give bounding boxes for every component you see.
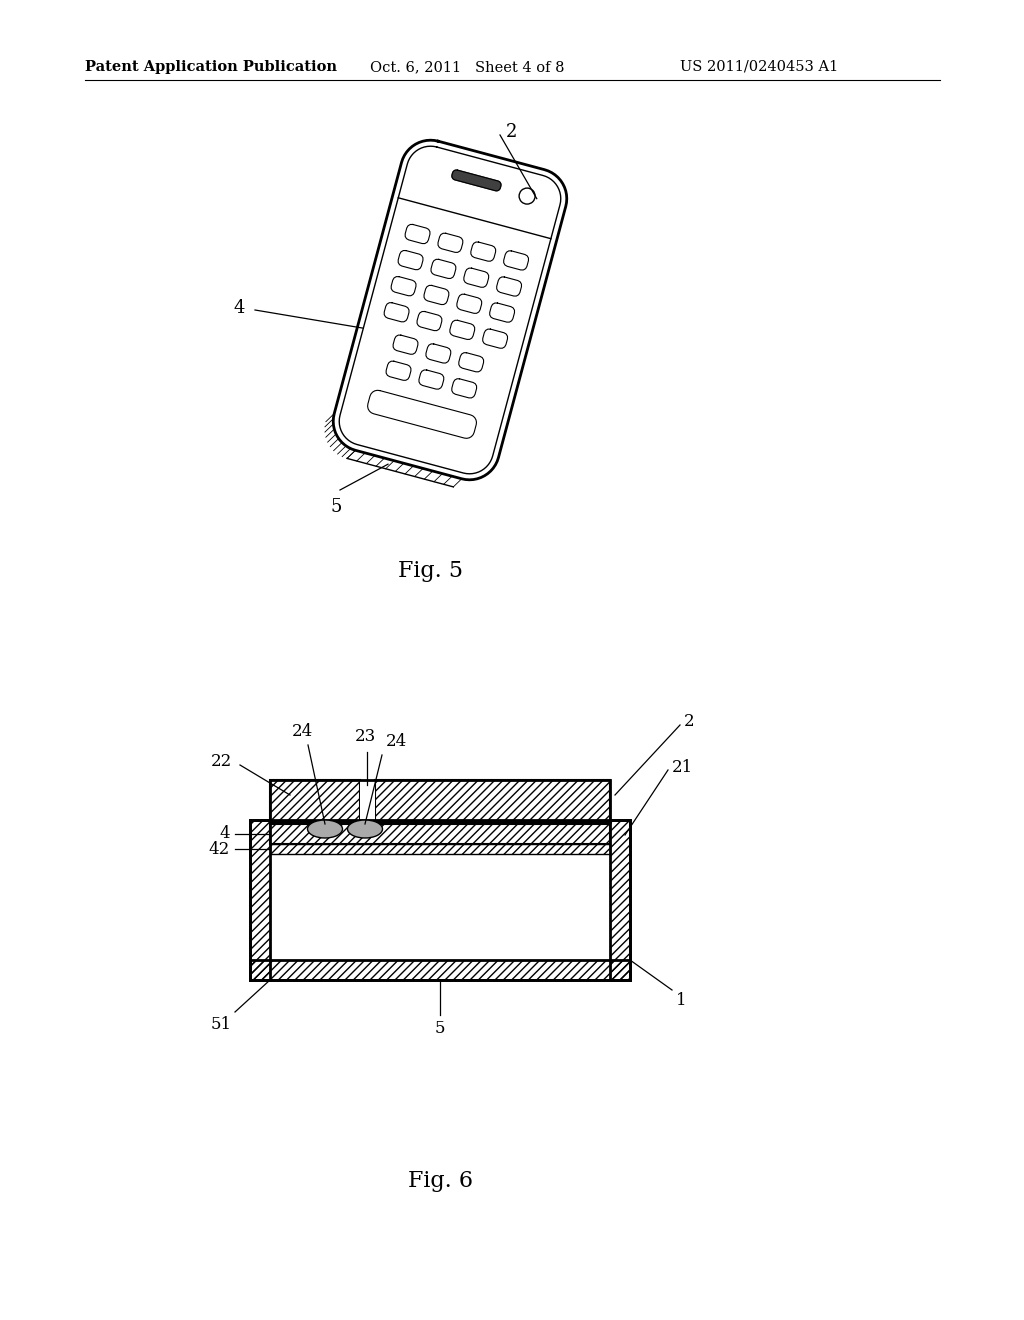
Bar	[250, 960, 630, 979]
Text: 5: 5	[435, 1020, 445, 1038]
Polygon shape	[438, 234, 463, 252]
Bar	[610, 820, 630, 979]
Polygon shape	[393, 335, 418, 354]
Bar	[270, 780, 360, 822]
Bar	[610, 820, 630, 979]
Polygon shape	[431, 259, 456, 279]
Polygon shape	[450, 321, 475, 339]
Bar	[270, 780, 360, 822]
Text: 24: 24	[292, 723, 312, 741]
Text: 4: 4	[219, 825, 230, 842]
Bar	[270, 780, 360, 822]
Text: Fig. 5: Fig. 5	[397, 560, 463, 582]
Polygon shape	[457, 294, 481, 313]
Bar	[250, 820, 630, 979]
Bar	[250, 820, 270, 979]
Polygon shape	[424, 285, 449, 305]
Polygon shape	[464, 268, 488, 288]
Polygon shape	[489, 304, 514, 322]
Bar	[270, 824, 610, 843]
Polygon shape	[398, 251, 423, 269]
Text: Fig. 6: Fig. 6	[408, 1170, 472, 1192]
Polygon shape	[368, 391, 476, 438]
Text: US 2011/0240453 A1: US 2011/0240453 A1	[680, 59, 839, 74]
Bar	[610, 820, 630, 979]
Bar	[270, 780, 610, 822]
Text: 2: 2	[684, 714, 694, 730]
Bar	[360, 780, 375, 822]
Bar	[250, 960, 630, 979]
Text: 42: 42	[209, 841, 230, 858]
Text: 51: 51	[211, 1016, 232, 1034]
Polygon shape	[384, 302, 409, 322]
Text: 24: 24	[386, 733, 408, 750]
Bar	[270, 824, 610, 843]
Bar	[375, 780, 610, 822]
Polygon shape	[386, 362, 411, 380]
Polygon shape	[482, 329, 508, 348]
Polygon shape	[333, 140, 566, 479]
Bar	[375, 780, 610, 822]
Polygon shape	[426, 345, 451, 363]
Polygon shape	[452, 379, 476, 397]
Polygon shape	[417, 312, 441, 330]
Text: 5: 5	[331, 498, 342, 516]
Polygon shape	[471, 242, 496, 261]
Bar	[270, 843, 610, 854]
Ellipse shape	[347, 820, 383, 838]
Text: 22: 22	[211, 754, 232, 771]
Bar	[270, 854, 610, 960]
Text: 21: 21	[672, 759, 693, 776]
Text: 23: 23	[354, 729, 376, 744]
Bar	[375, 780, 610, 822]
Polygon shape	[391, 277, 416, 296]
Polygon shape	[459, 352, 483, 372]
Polygon shape	[497, 277, 521, 296]
Text: 1: 1	[676, 993, 687, 1008]
Polygon shape	[419, 370, 443, 389]
Circle shape	[519, 187, 536, 205]
Polygon shape	[452, 170, 501, 191]
Polygon shape	[406, 224, 430, 244]
Text: Patent Application Publication: Patent Application Publication	[85, 59, 337, 74]
Bar	[250, 820, 270, 979]
Ellipse shape	[307, 820, 342, 838]
Bar	[270, 824, 610, 843]
Bar	[270, 843, 610, 854]
Bar	[270, 843, 610, 854]
Polygon shape	[504, 251, 528, 271]
Bar	[250, 960, 630, 979]
Bar	[250, 820, 270, 979]
Text: 2: 2	[506, 123, 517, 141]
Text: Oct. 6, 2011   Sheet 4 of 8: Oct. 6, 2011 Sheet 4 of 8	[370, 59, 564, 74]
Text: 4: 4	[233, 300, 245, 317]
